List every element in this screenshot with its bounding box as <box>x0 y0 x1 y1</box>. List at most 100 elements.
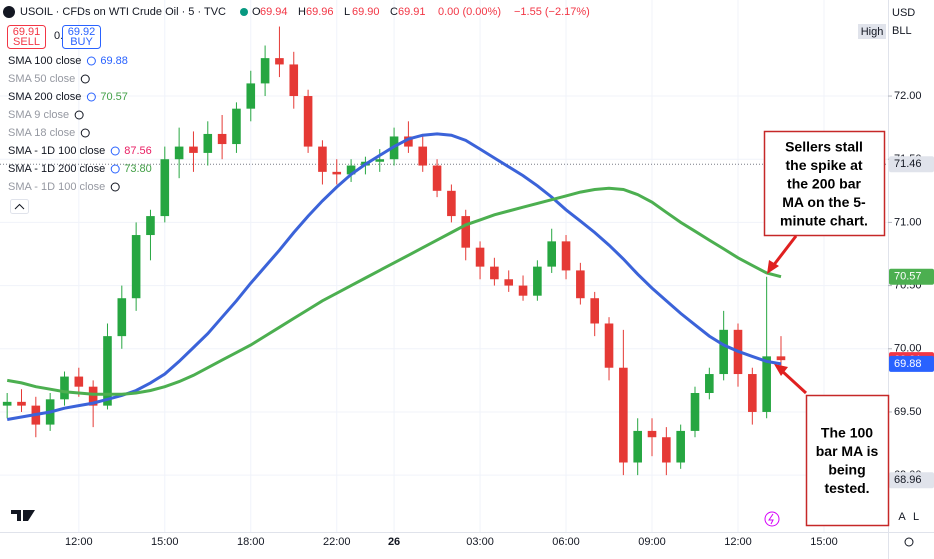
x-tick-label: 06:00 <box>552 536 580 548</box>
candle-body <box>60 376 69 400</box>
sell-price: 69.91 <box>13 26 41 38</box>
annotation-text: the 200 bar <box>787 176 861 192</box>
collapse-icon <box>14 203 25 210</box>
candle-body <box>146 216 155 236</box>
candle-body <box>776 356 786 361</box>
price-badge-label: 71.46 <box>894 158 922 170</box>
candle-body <box>289 64 299 97</box>
price-badge <box>889 268 934 285</box>
candle-body <box>590 298 599 324</box>
candle-body <box>518 285 528 296</box>
candle-body <box>203 133 213 153</box>
visibility-toggle[interactable] <box>80 128 90 138</box>
visibility-toggle[interactable] <box>80 74 90 84</box>
indicator-name: SMA 200 close <box>8 91 81 103</box>
candle-body <box>275 58 284 65</box>
axis-button[interactable]: L <box>913 511 919 523</box>
candle-body <box>260 58 270 84</box>
indicator-name: SMA 9 close <box>8 109 69 121</box>
candle-body <box>633 430 642 463</box>
candle-body <box>404 136 413 147</box>
buy-price: 69.92 <box>68 26 96 38</box>
price-badge-label: 68.96 <box>894 474 922 486</box>
price-badge <box>889 355 934 372</box>
x-tick-label: 26 <box>388 536 400 548</box>
x-tick-label: 15:00 <box>810 536 838 548</box>
buy-label: BUY <box>70 36 93 48</box>
price-badge-label: 70.57 <box>894 271 922 283</box>
sell-button[interactable]: 69.91 SELL <box>7 25 46 49</box>
ohlc-value: 69.90 <box>352 6 380 18</box>
indicator-value: 70.57 <box>100 91 128 103</box>
arrowhead <box>774 364 788 376</box>
indicator-name: SMA - 1D 100 close <box>8 181 105 193</box>
y-tick-label: 72.00 <box>894 90 922 102</box>
price-badge <box>889 156 934 173</box>
annotation-text: MA on the 5- <box>782 194 866 210</box>
annotation-box <box>805 394 890 527</box>
y-tick-label: 70.00 <box>894 343 922 355</box>
x-tick-label: 15:00 <box>151 536 179 548</box>
indicator-name: SMA 18 close <box>8 127 75 139</box>
annotation-box <box>763 130 886 237</box>
sma-line <box>6 186 782 396</box>
candle-body <box>17 401 26 406</box>
buy-box <box>62 25 101 49</box>
sell-label: SELL <box>13 36 40 48</box>
time-axis: 12:00 15:00 18:00 22:00 26 03:00 06:00 09:00 12:… <box>65 536 838 548</box>
candle-body <box>418 146 428 166</box>
ohlc-key: H <box>298 6 306 18</box>
candle-body <box>131 235 141 299</box>
candle-body <box>748 374 757 412</box>
visibility-toggle[interactable] <box>86 56 96 66</box>
candle-body <box>676 430 685 463</box>
candle-body <box>690 392 700 431</box>
candle-body <box>762 356 771 412</box>
alert-bolt <box>768 513 774 525</box>
candle-body <box>662 437 671 463</box>
settings-icon[interactable] <box>904 537 914 547</box>
alert-icon[interactable] <box>764 511 780 527</box>
high-badge <box>858 24 886 39</box>
candle-body <box>647 430 657 438</box>
price-badge <box>889 472 934 489</box>
axis-button[interactable]: A <box>898 511 906 523</box>
candle-body <box>103 336 112 406</box>
visibility-toggle[interactable] <box>86 92 96 102</box>
candle-body <box>719 329 728 375</box>
candle-body <box>490 266 499 280</box>
indicator-name: SMA 100 close <box>8 55 81 67</box>
x-tick-label: 12:00 <box>724 536 752 548</box>
x-tick-label: 22:00 <box>323 536 351 548</box>
annotation-text: bar MA is <box>816 443 879 459</box>
high-label: High <box>861 26 884 38</box>
visibility-toggle[interactable] <box>110 182 120 192</box>
indicator-value: 87.56 <box>124 145 152 157</box>
collapse-button[interactable] <box>10 199 29 214</box>
plot-area <box>0 26 888 476</box>
candle-body <box>246 83 256 109</box>
candle-body <box>447 190 456 217</box>
visibility-toggle[interactable] <box>110 146 120 156</box>
candle-body <box>504 279 514 286</box>
candle-body <box>576 270 585 299</box>
candle-body <box>303 96 313 147</box>
candle-body <box>547 241 557 267</box>
candle-body <box>346 165 356 175</box>
ohlc: O 69.94 H 69.96 L 69.90 C 69.91 0.00 (0.00%) −1.5… <box>252 6 590 18</box>
candle-body <box>432 165 442 191</box>
candle-body <box>461 216 471 248</box>
visibility-toggle[interactable] <box>110 164 120 174</box>
candle-body <box>217 133 227 145</box>
tv-logo <box>11 510 35 521</box>
price-axis: 72.0071.5071.0070.5070.0069.5069.0071.46… <box>888 90 934 489</box>
candle-body <box>318 146 327 172</box>
candle-body <box>189 146 198 153</box>
buy-button[interactable]: 69.92 BUY <box>62 25 101 49</box>
ohlc-key: O <box>252 6 261 18</box>
annotation-text: Sellers stall <box>785 139 863 155</box>
candle-body <box>375 159 385 162</box>
candle-body <box>332 171 342 175</box>
visibility-toggle[interactable] <box>74 110 84 120</box>
